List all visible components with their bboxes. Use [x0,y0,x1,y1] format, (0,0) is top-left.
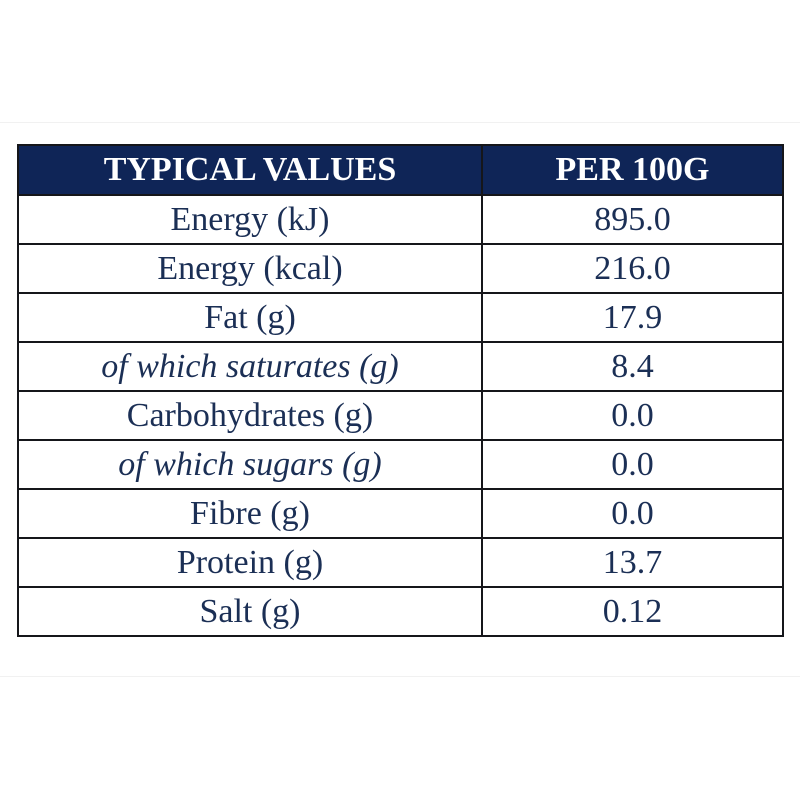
row-value: 17.9 [481,292,784,343]
table-row: Fat (g) 17.9 [17,292,784,343]
row-label: of which sugars (g) [17,439,483,490]
row-label: Carbohydrates (g) [17,390,483,441]
row-label: Fat (g) [17,292,483,343]
row-value: 13.7 [481,537,784,588]
row-value: 8.4 [481,341,784,392]
table-row: Fibre (g) 0.0 [17,488,784,539]
row-label: Energy (kJ) [17,194,483,245]
table-row: Energy (kJ) 895.0 [17,194,784,245]
table-row: Salt (g) 0.12 [17,586,784,637]
table-header: TYPICAL VALUES PER 100G [17,144,784,196]
nutrition-table: TYPICAL VALUES PER 100G Energy (kJ) 895.… [17,144,784,637]
row-value: 0.0 [481,390,784,441]
row-value: 216.0 [481,243,784,294]
row-value: 0.0 [481,439,784,490]
table-row: Energy (kcal) 216.0 [17,243,784,294]
row-label: Protein (g) [17,537,483,588]
header-row: TYPICAL VALUES PER 100G [17,144,784,196]
row-value: 0.0 [481,488,784,539]
table-row: of which saturates (g) 8.4 [17,341,784,392]
top-divider [0,122,800,123]
row-value: 0.12 [481,586,784,637]
header-per-100g: PER 100G [481,144,784,196]
bottom-divider [0,676,800,677]
table-row: of which sugars (g) 0.0 [17,439,784,490]
row-value: 895.0 [481,194,784,245]
table-row: Protein (g) 13.7 [17,537,784,588]
row-label: Energy (kcal) [17,243,483,294]
row-label: of which saturates (g) [17,341,483,392]
header-typical-values: TYPICAL VALUES [17,144,483,196]
row-label: Salt (g) [17,586,483,637]
row-label: Fibre (g) [17,488,483,539]
table-row: Carbohydrates (g) 0.0 [17,390,784,441]
table-body: Energy (kJ) 895.0 Energy (kcal) 216.0 Fa… [17,194,784,637]
